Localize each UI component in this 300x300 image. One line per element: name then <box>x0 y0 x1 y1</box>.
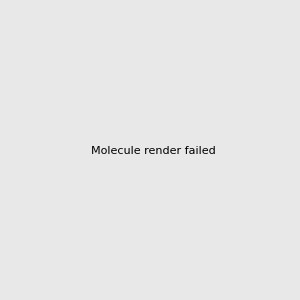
Text: Molecule render failed: Molecule render failed <box>92 146 216 157</box>
